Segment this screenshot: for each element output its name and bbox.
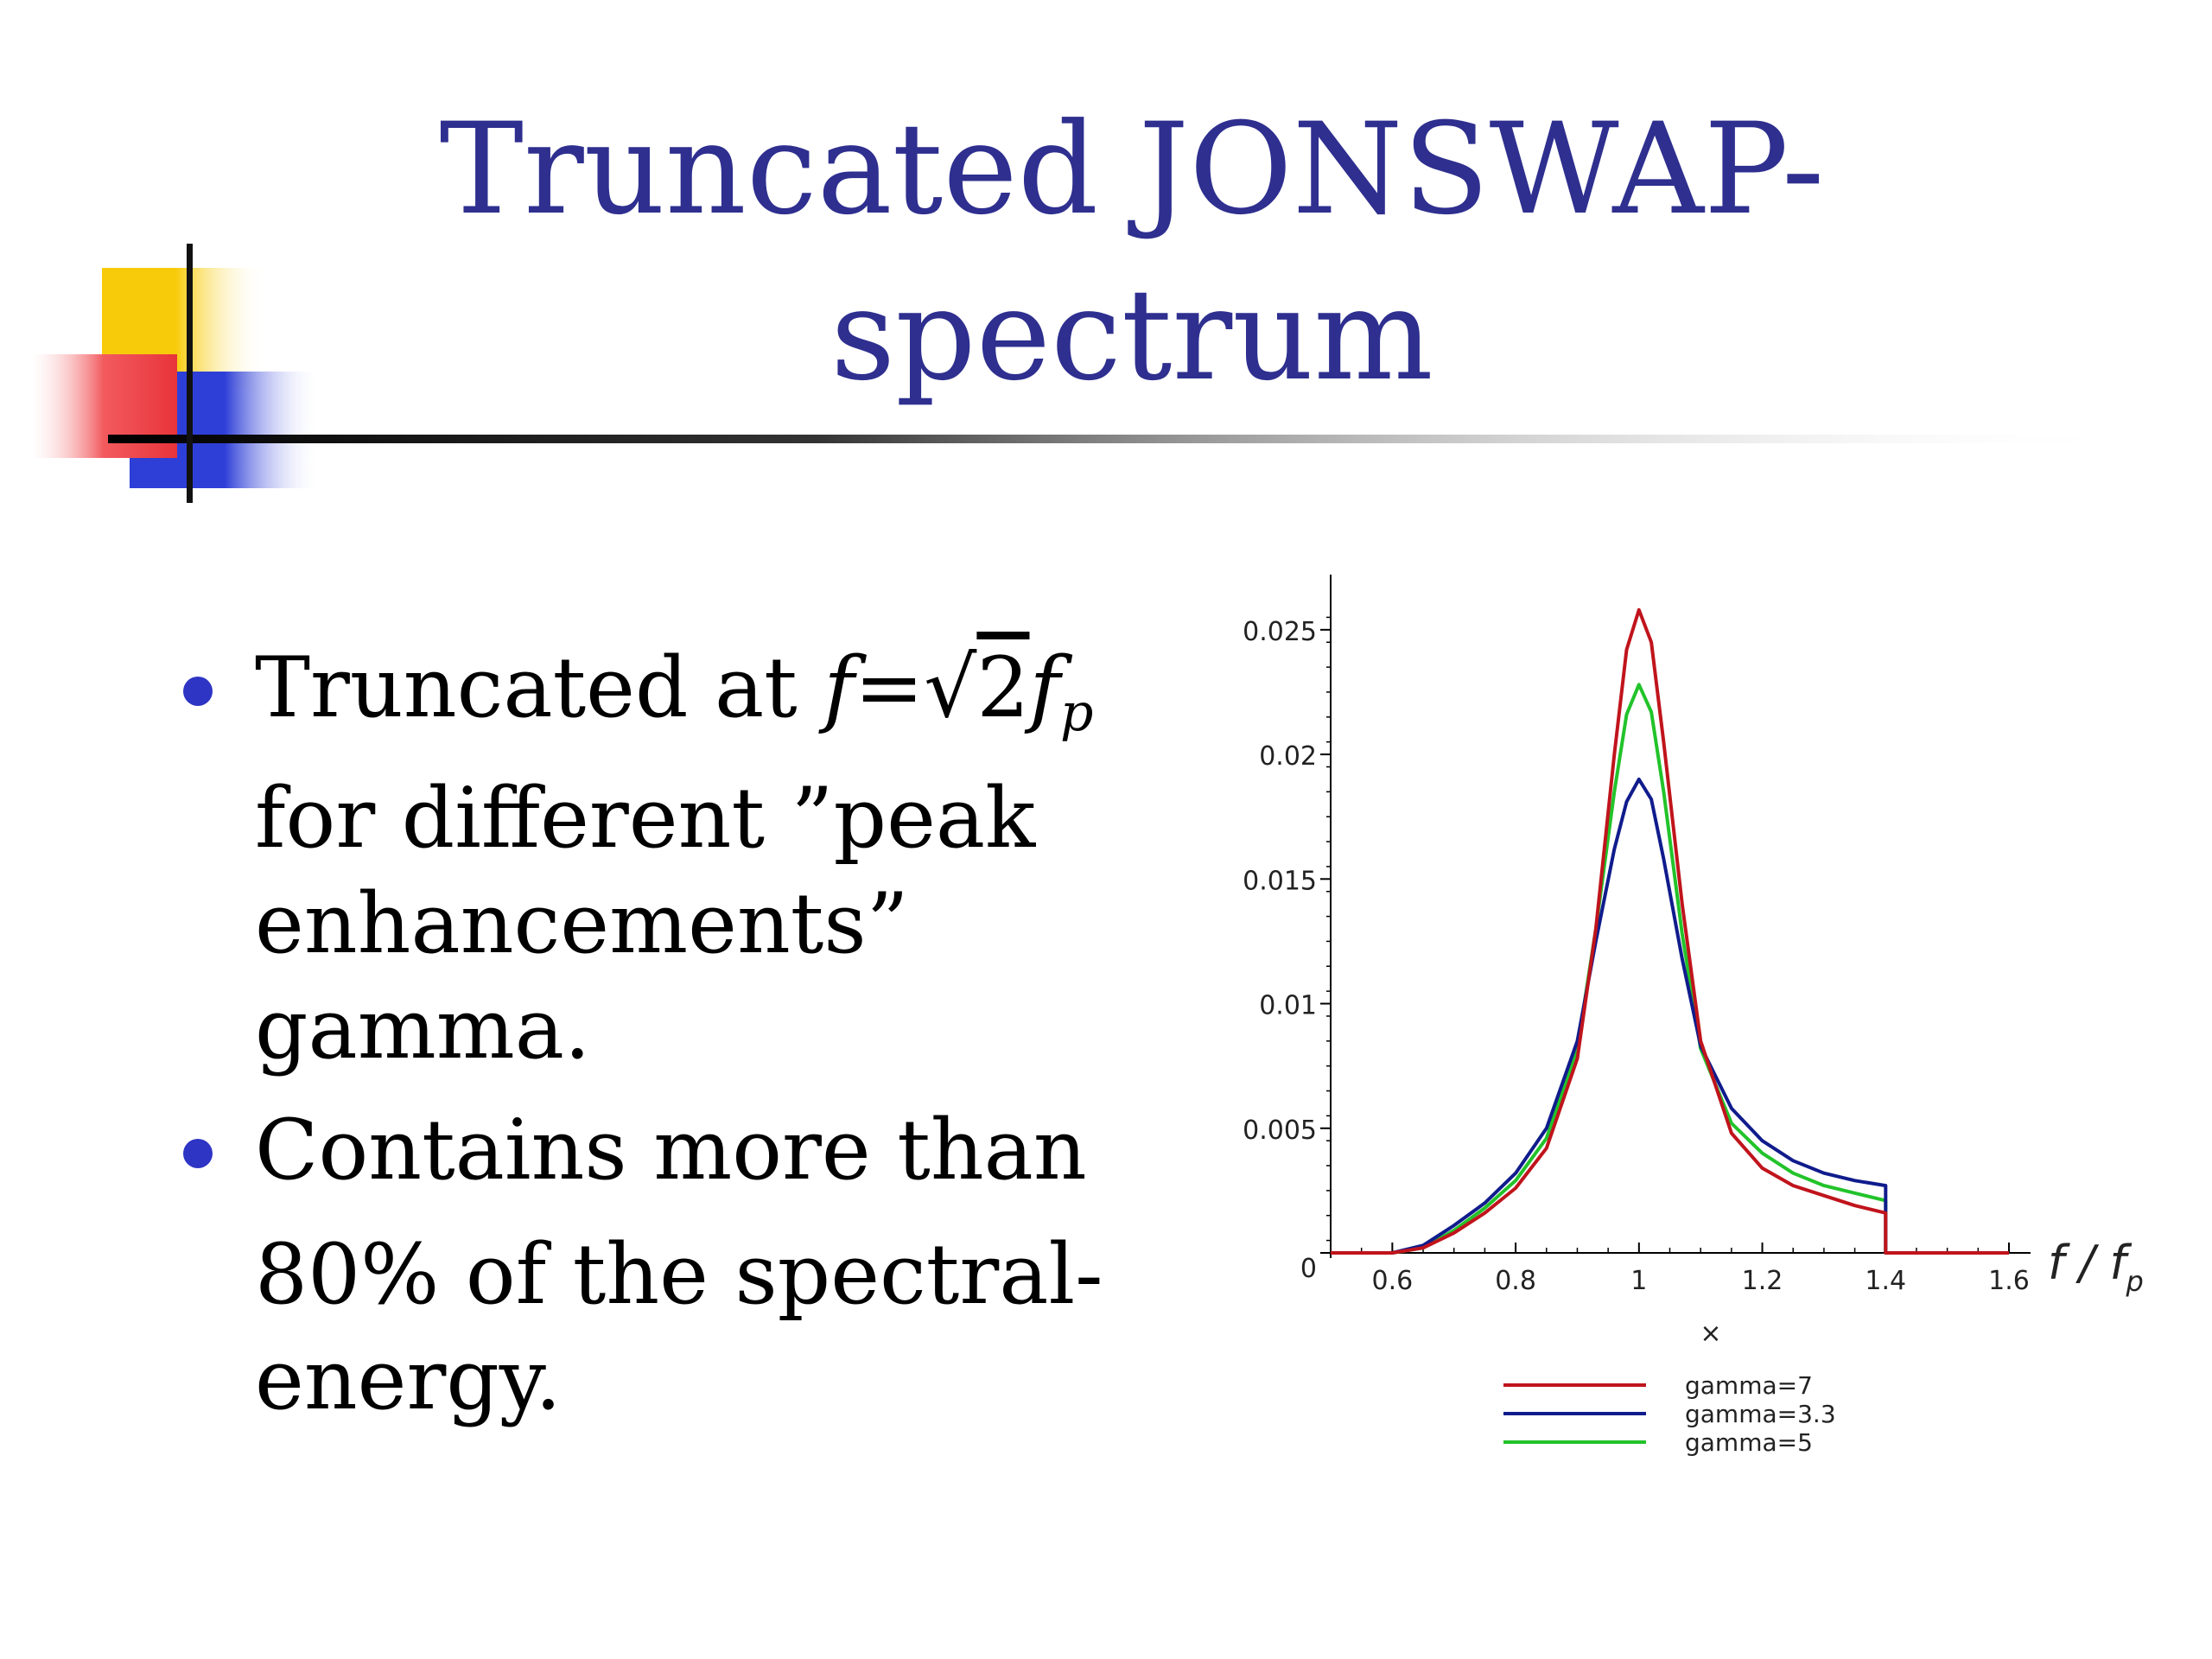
series-line-gamma-5 (1331, 683, 2009, 1255)
x-tick-label: 1.6 (1988, 1266, 2030, 1296)
ornament-yellow-square (102, 268, 266, 389)
jonswap-spectrum-chart: 0.6 0.8 1 1.2 1.4 1.6 0 0.005 0.01 0.015 0.02 0.025… (1243, 575, 2144, 1457)
bullet-text-cont: 80% of the spectral-energy. (255, 1226, 1103, 1428)
bullet-text: Truncated at (255, 639, 824, 736)
bullet-item: Truncated at f=√2fp for different ”peak … (173, 635, 1123, 1082)
bullet-item: Contains more than 80% of the spectral-e… (173, 1097, 1123, 1433)
title-divider-line (108, 435, 2130, 443)
legend-title: × (1700, 1319, 1721, 1349)
ornament-red-square (30, 354, 177, 458)
y-tick-label: 0.025 (1243, 617, 1317, 647)
y-tick-label: 0 (1300, 1254, 1317, 1284)
x-tick-label: 0.6 (1372, 1266, 1414, 1296)
x-tick-label: 0.8 (1495, 1266, 1536, 1296)
title-line-2: spectrum (830, 262, 1433, 409)
math-formula: f=√2fp (823, 639, 1094, 743)
bullet-dot-icon (183, 1139, 213, 1168)
legend-label: gamma=5 (1685, 1428, 1813, 1457)
bullet-list: Truncated at f=√2fp for different ”peak … (173, 635, 1123, 1433)
y-tick-label: 0.015 (1243, 866, 1317, 896)
ornament-vertical-line (187, 244, 193, 503)
bullet-text-cont: for different ”peak enhancements” gamma. (255, 770, 1036, 1077)
bullet-dot-icon (183, 677, 213, 706)
y-tick-label: 0.01 (1259, 991, 1317, 1021)
y-tick-label: 0.005 (1243, 1116, 1317, 1146)
bullet-text: Contains more than (255, 1102, 1087, 1198)
legend-label: gamma=7 (1685, 1371, 1813, 1400)
x-tick-label: 1.2 (1742, 1266, 1783, 1296)
y-tick-label: 0.02 (1259, 741, 1317, 772)
legend-label: gamma=3.3 (1685, 1400, 1836, 1428)
x-tick-label: 1.4 (1865, 1266, 1906, 1296)
x-tick-label: 1 (1630, 1266, 1647, 1296)
slide-title: Truncated JONSWAP- spectrum (363, 86, 1901, 418)
series-line-gamma-3-3 (1331, 777, 2009, 1255)
ornament-blue-square (130, 372, 320, 488)
x-axis-label: f / fp (2048, 1236, 2144, 1298)
series-line-gamma-7 (1331, 607, 2009, 1255)
title-line-1: Truncated JONSWAP- (439, 96, 1825, 243)
